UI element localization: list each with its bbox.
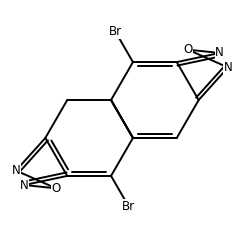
Text: N: N (20, 178, 29, 192)
Text: N: N (224, 61, 232, 74)
Text: Br: Br (122, 200, 135, 213)
Text: O: O (183, 43, 193, 56)
Text: Br: Br (109, 25, 122, 38)
Text: N: N (215, 46, 224, 60)
Text: O: O (51, 182, 61, 195)
Text: N: N (12, 164, 20, 177)
